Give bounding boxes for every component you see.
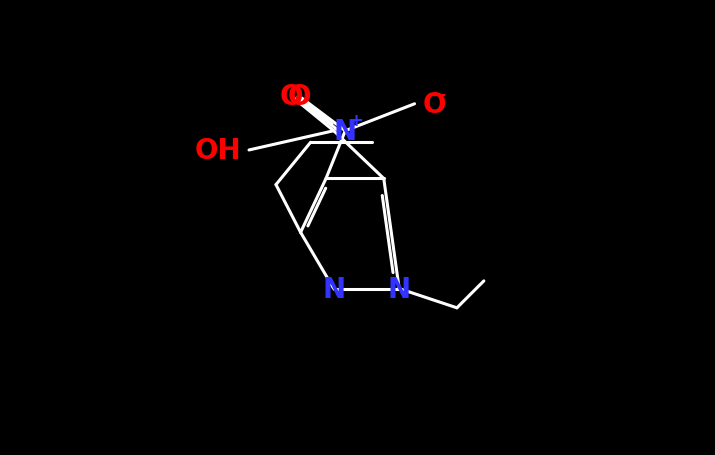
Text: O: O	[280, 83, 303, 111]
Text: N: N	[322, 275, 345, 303]
Text: O: O	[287, 83, 311, 111]
Text: +: +	[348, 111, 363, 130]
Text: N: N	[388, 275, 410, 303]
Text: O: O	[423, 91, 445, 118]
Text: N: N	[334, 117, 357, 146]
Text: OH: OH	[194, 136, 242, 165]
Text: −: −	[431, 86, 448, 105]
